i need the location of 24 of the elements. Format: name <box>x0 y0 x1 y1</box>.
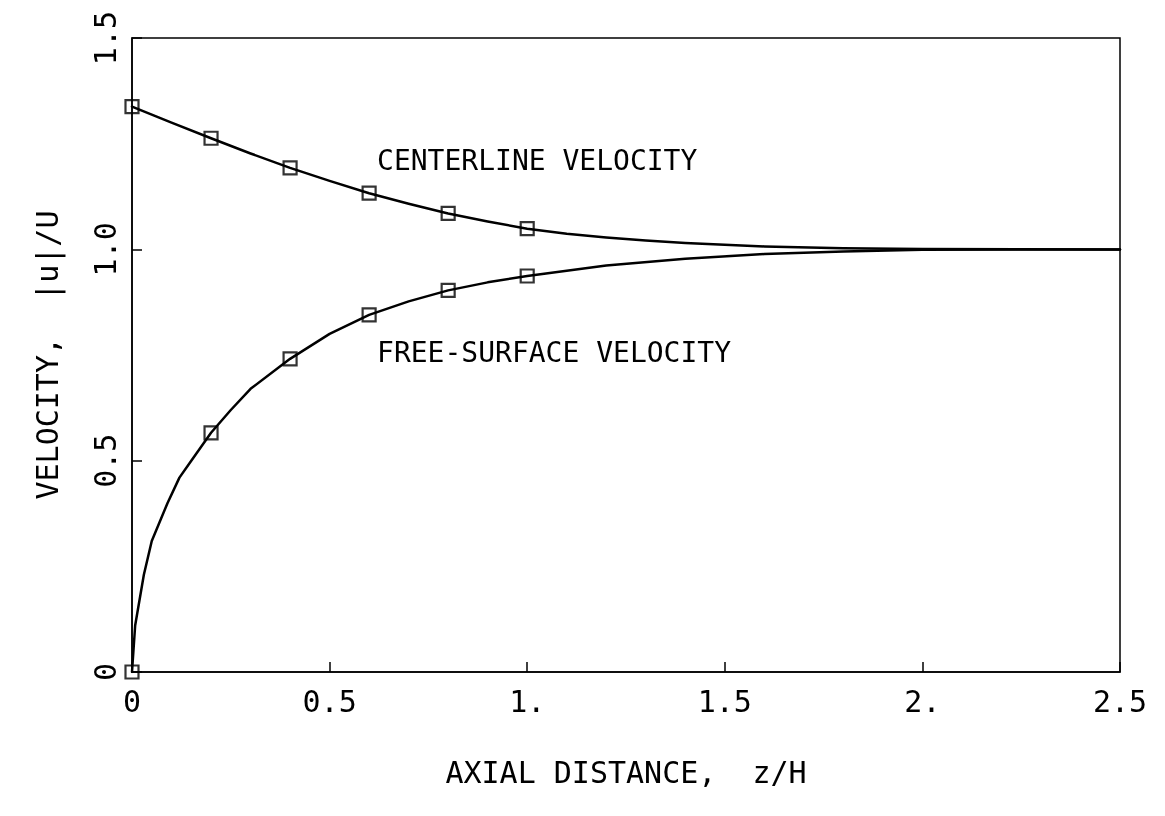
point <box>519 221 535 237</box>
x-tick-label: 1. <box>509 683 546 719</box>
y-tick-label: 1.5 <box>87 11 123 66</box>
point <box>282 351 298 367</box>
point <box>203 425 219 441</box>
point <box>203 130 219 146</box>
y-tick-label: 0.5 <box>87 433 123 488</box>
annotation: FREE-SURFACE VELOCITY <box>377 336 732 369</box>
point <box>361 185 377 201</box>
y-axis-title: VELOCITY, |u|/U <box>29 210 66 500</box>
x-axis-title: AXIAL DISTANCE, z/H <box>445 754 807 790</box>
point <box>440 205 456 222</box>
point <box>519 268 535 284</box>
point <box>124 98 140 115</box>
x-tick-label: 2. <box>904 683 941 719</box>
point <box>440 282 456 298</box>
annotation: CENTERLINE VELOCITY <box>377 144 698 178</box>
x-tick-label: 2.5 <box>1092 683 1148 719</box>
point <box>361 307 377 323</box>
y-tick-label: 1.0 <box>87 222 123 277</box>
point <box>282 160 298 176</box>
y-tick-label: 0 <box>87 662 123 682</box>
x-tick-label: 0.5 <box>302 683 357 719</box>
x-tick-label: 1.5 <box>697 683 752 719</box>
